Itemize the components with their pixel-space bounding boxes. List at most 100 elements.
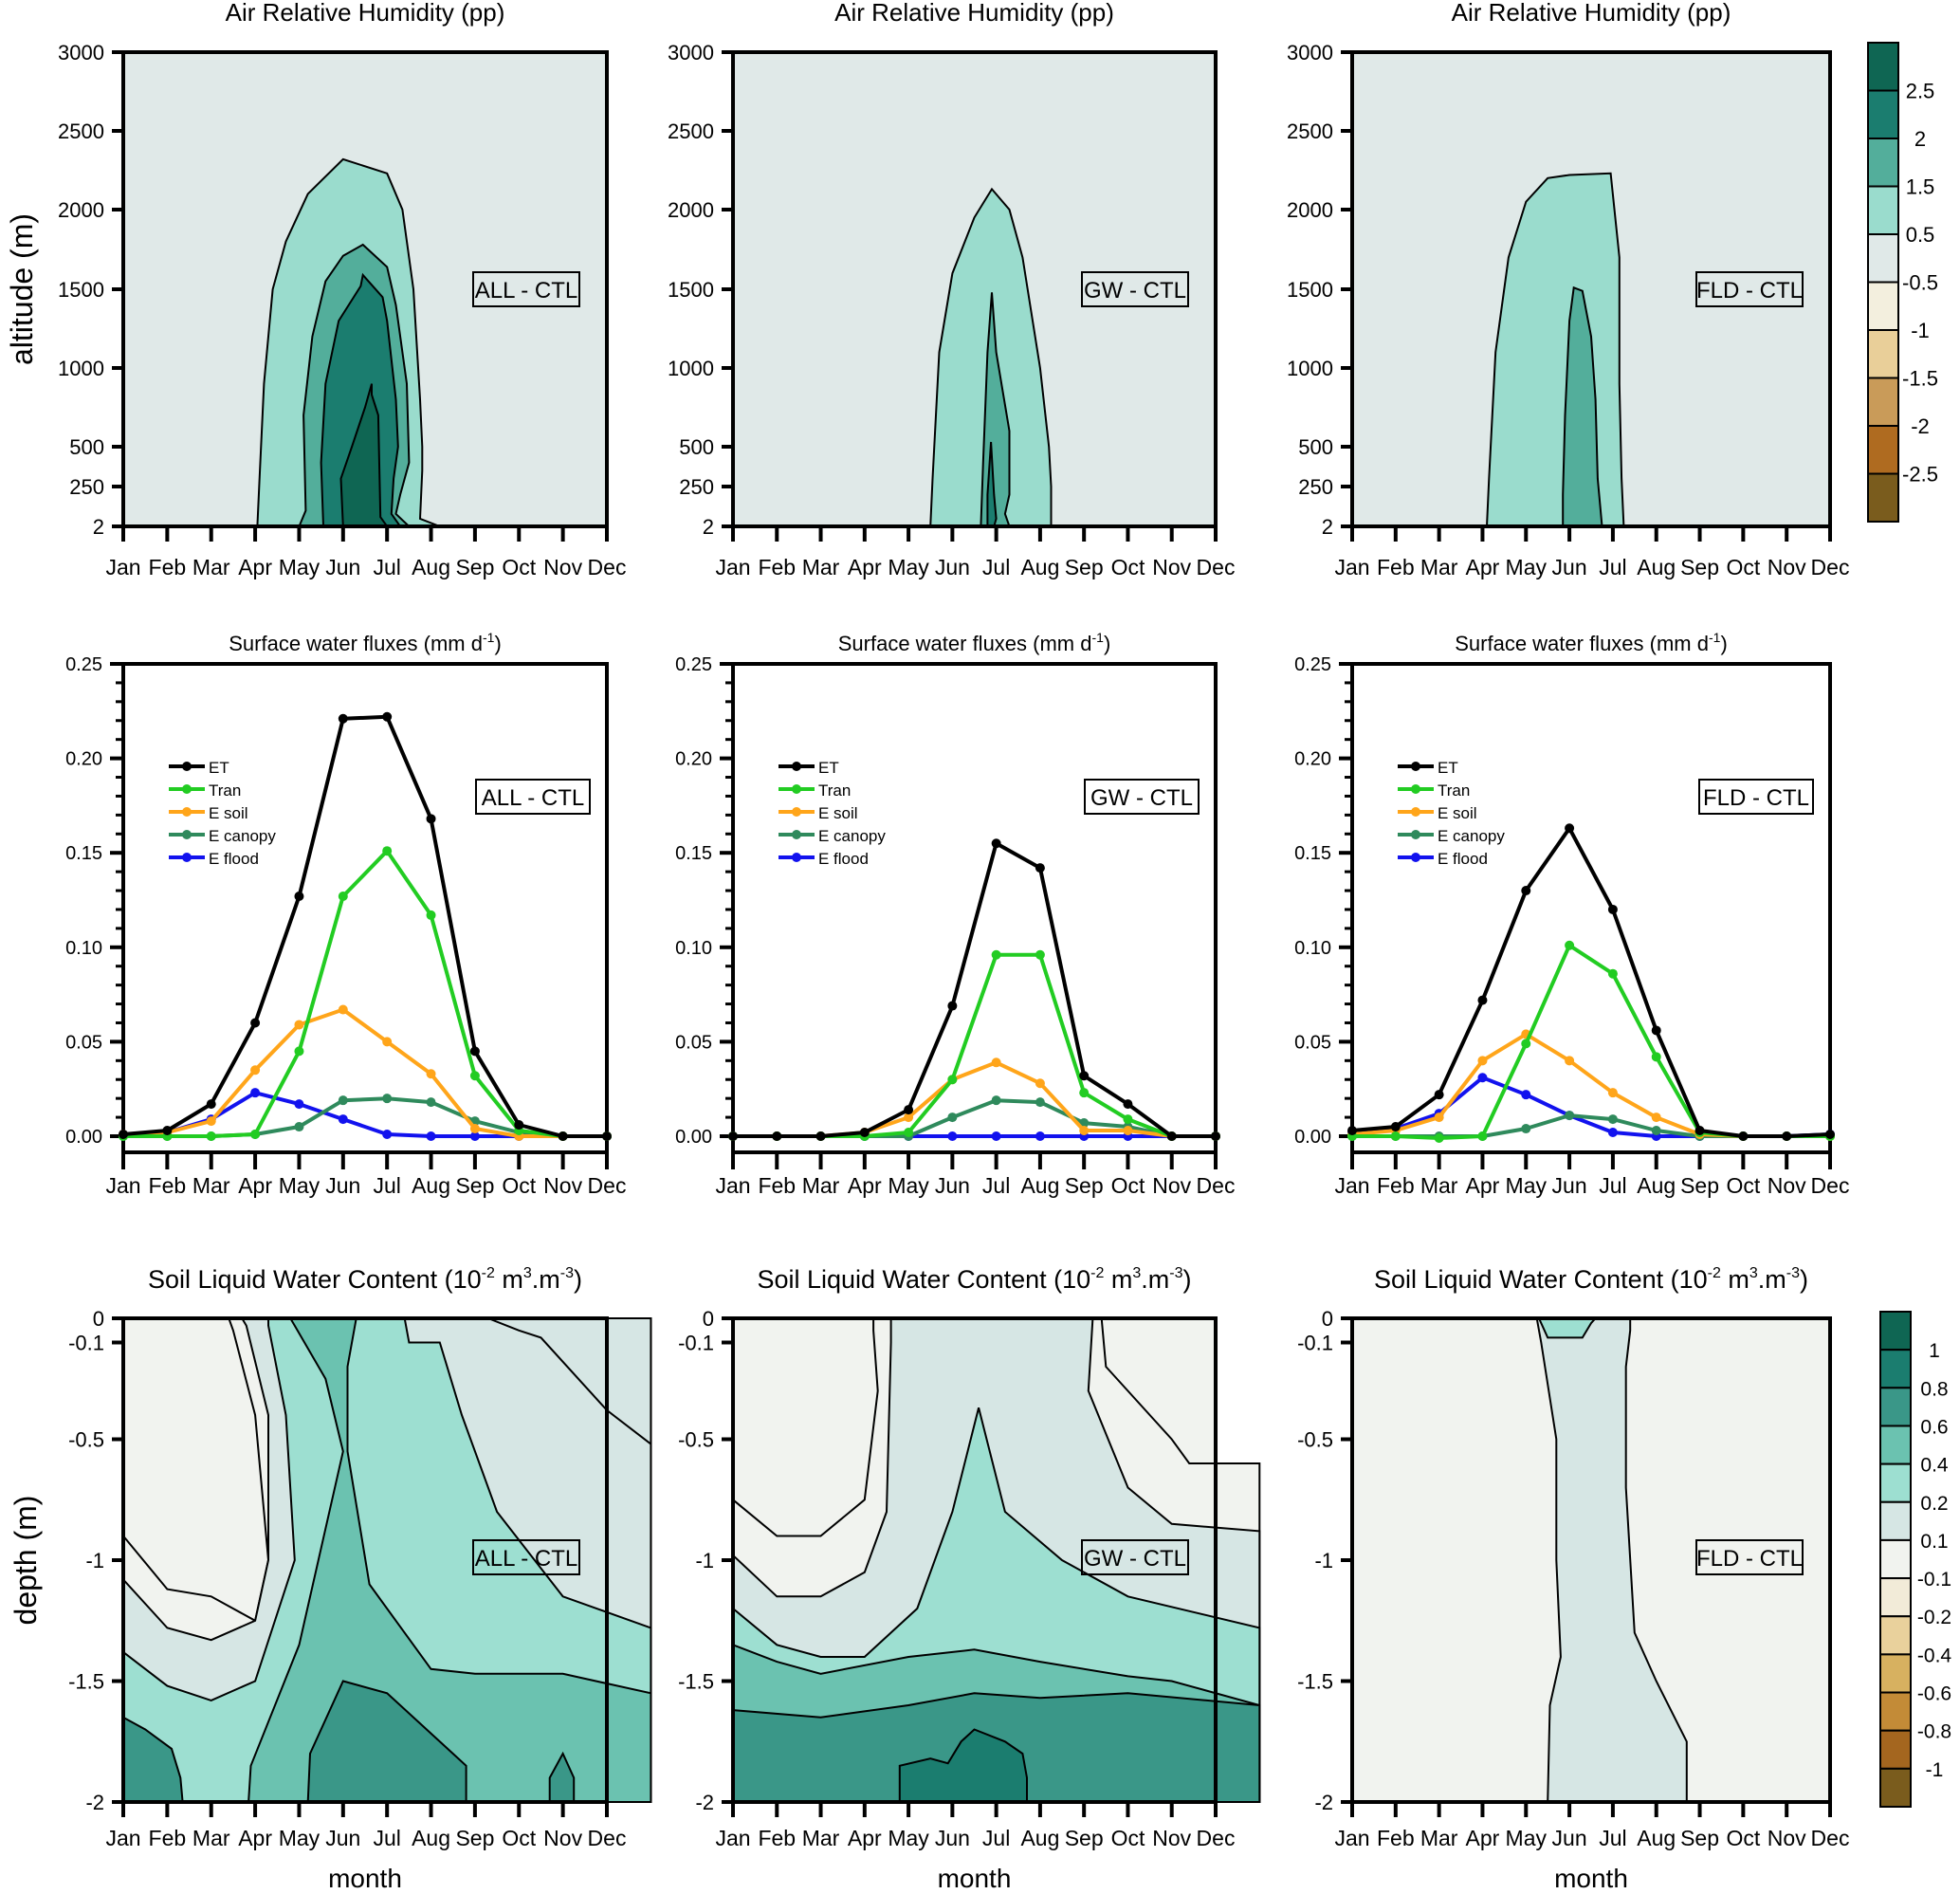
data-point xyxy=(1035,1097,1045,1108)
legend-marker xyxy=(182,762,192,771)
experiment-label: ALL - CTL xyxy=(482,785,584,811)
x-tick-label: Jan xyxy=(105,1173,140,1198)
legend: ET Tran E soil E canopy E flood xyxy=(1398,759,1505,868)
y-tick-label: 1000 xyxy=(668,357,714,380)
title-sup: -2 xyxy=(1708,1265,1721,1281)
colorbar-swatch xyxy=(1879,1462,1912,1503)
legend-entry: E flood xyxy=(209,850,259,868)
x-tick-label: Sep xyxy=(1065,555,1104,579)
data-point xyxy=(1694,1126,1705,1136)
y-tick-label: -1 xyxy=(1314,1549,1333,1572)
legend-marker xyxy=(1411,784,1420,794)
title-text: .m xyxy=(532,1265,560,1294)
colorbar-label: 2.5 xyxy=(1906,80,1935,103)
x-tick-label: Aug xyxy=(1020,1173,1059,1198)
x-tick-label: Jul xyxy=(982,1826,1010,1850)
data-point xyxy=(1035,949,1045,960)
data-point xyxy=(1347,1126,1357,1136)
x-tick-label: Jan xyxy=(715,1173,750,1198)
experiment-label-box xyxy=(1695,271,1804,307)
x-tick-label: Feb xyxy=(149,555,187,579)
data-point xyxy=(1035,1078,1045,1089)
y-tick-label: 1500 xyxy=(1287,278,1333,302)
y-tick-label: 0.05 xyxy=(1294,1032,1331,1053)
title-superscript: -1 xyxy=(1709,630,1721,645)
title-text-end: ) xyxy=(494,632,501,655)
legend-entry: E canopy xyxy=(1438,827,1505,845)
y-tick-label: 250 xyxy=(679,475,714,499)
legend-entry: E flood xyxy=(1438,850,1488,868)
legend-entry: E flood xyxy=(818,850,869,868)
title-text: Surface water fluxes (mm d xyxy=(229,632,483,655)
y-tick-label: 500 xyxy=(69,435,104,459)
y-tick-label: 250 xyxy=(69,475,104,499)
plot-frame xyxy=(1350,662,1832,1154)
y-tick-label: -0.5 xyxy=(678,1428,714,1452)
x-tick-label: Oct xyxy=(1726,1173,1760,1198)
title-sup: 3 xyxy=(523,1265,532,1281)
x-tick-label: Jun xyxy=(325,1826,360,1850)
y-tick-label: 2000 xyxy=(58,198,104,222)
y-tick-label: 0 xyxy=(93,1307,104,1331)
data-point xyxy=(119,1130,128,1140)
data-point xyxy=(728,1131,738,1141)
x-tick-label: Jan xyxy=(105,555,140,579)
x-tick-label: Jul xyxy=(1599,555,1626,579)
data-point xyxy=(338,1114,348,1125)
legend-entry: E canopy xyxy=(818,827,886,845)
legend-marker xyxy=(182,830,192,839)
data-point xyxy=(426,1069,436,1079)
title-sup: -3 xyxy=(1169,1265,1182,1281)
data-point xyxy=(1123,1114,1133,1125)
data-point xyxy=(815,1131,826,1141)
legend-entry: ET xyxy=(1438,759,1458,777)
data-point xyxy=(469,1046,480,1057)
x-tick-label: Aug xyxy=(1020,1826,1059,1850)
x-tick-label: Jan xyxy=(1334,1826,1369,1850)
colorbar-swatch xyxy=(1867,138,1899,188)
data-point xyxy=(1565,823,1575,834)
title-sup: 3 xyxy=(1132,1265,1141,1281)
data-point xyxy=(1607,1088,1618,1098)
x-tick-label: May xyxy=(888,1826,929,1850)
title-text-end: ) xyxy=(1104,632,1110,655)
data-point xyxy=(1390,1122,1401,1132)
experiment-label: FLD - CTL xyxy=(1703,785,1809,811)
y-tick-label: 0.15 xyxy=(675,843,712,864)
data-point xyxy=(1434,1112,1444,1123)
data-point xyxy=(294,1020,304,1030)
series-line-tran xyxy=(123,849,607,1138)
panel-title: Air Relative Humidity (pp) xyxy=(226,0,505,27)
x-tick-label: Oct xyxy=(1111,555,1145,579)
x-tick-label: Jul xyxy=(1599,1826,1626,1850)
colorbar-label: 0.5 xyxy=(1906,223,1935,247)
x-tick-label: Feb xyxy=(1377,1826,1415,1850)
y-tick-label: 0.10 xyxy=(675,938,712,959)
y-tick-label: 0.05 xyxy=(65,1032,102,1053)
y-tick-label: -0.1 xyxy=(678,1332,714,1355)
panel-title: Surface water fluxes (mm d-1) xyxy=(229,630,502,655)
x-tick-label: Jun xyxy=(1552,1173,1587,1198)
data-point xyxy=(859,1128,870,1138)
legend-marker xyxy=(182,853,192,862)
y-tick-label: 500 xyxy=(1298,435,1333,459)
y-tick-label: -2 xyxy=(1314,1791,1333,1814)
data-point xyxy=(1123,1126,1133,1136)
x-tick-label: Nov xyxy=(1152,1826,1191,1850)
data-point xyxy=(1079,1126,1090,1136)
data-point xyxy=(514,1120,524,1131)
colorbar-swatch xyxy=(1879,1538,1912,1580)
y-tick-label: 1000 xyxy=(1287,357,1333,380)
title-text: .m xyxy=(1141,1265,1169,1294)
experiment-label-box xyxy=(1081,271,1189,307)
x-tick-label: Oct xyxy=(502,555,536,579)
legend-entry: Tran xyxy=(1438,782,1470,800)
x-tick-label: Nov xyxy=(543,1173,582,1198)
y-tick-label: 1500 xyxy=(668,278,714,302)
data-point xyxy=(338,713,348,724)
data-point xyxy=(1390,1131,1401,1141)
x-tick-label: Mar xyxy=(802,1826,840,1850)
flux-panel-0: Surface water fluxes (mm d-1) 0.00 0.05 0.1… xyxy=(65,630,626,1198)
data-point xyxy=(947,1001,958,1011)
data-point xyxy=(1521,1124,1531,1134)
